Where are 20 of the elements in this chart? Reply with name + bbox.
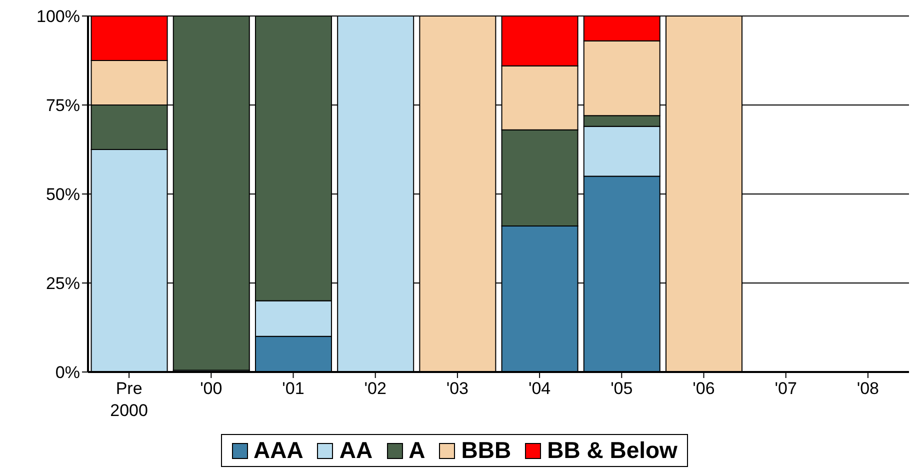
y-tick-label: 0% <box>55 363 80 382</box>
x-tick-label: '01 <box>282 379 304 398</box>
x-tick-label: '08 <box>856 379 880 398</box>
legend-label: BBB <box>460 437 512 464</box>
x-tick-label: '06 <box>692 379 715 398</box>
x-tick-label: Pre 2000 <box>110 379 148 420</box>
legend-label: AA <box>338 437 373 464</box>
x-tick-label: '02 <box>364 379 386 398</box>
legend-label: BB & Below <box>546 437 678 464</box>
x-tick-label: '04 <box>528 379 551 398</box>
x-tick-label: '07 <box>774 379 797 398</box>
y-tick-label: 25% <box>46 274 80 294</box>
y-tick-label: 75% <box>46 96 80 116</box>
y-tick-label: 100% <box>36 7 80 26</box>
x-tick-label: '00 <box>200 379 222 398</box>
y-tick-label: 50% <box>46 185 80 204</box>
x-tick-label: '05 <box>610 379 633 398</box>
legend-label: A <box>408 437 426 464</box>
x-tick-label: '03 <box>446 379 469 398</box>
legend-label: AAA <box>252 437 304 464</box>
